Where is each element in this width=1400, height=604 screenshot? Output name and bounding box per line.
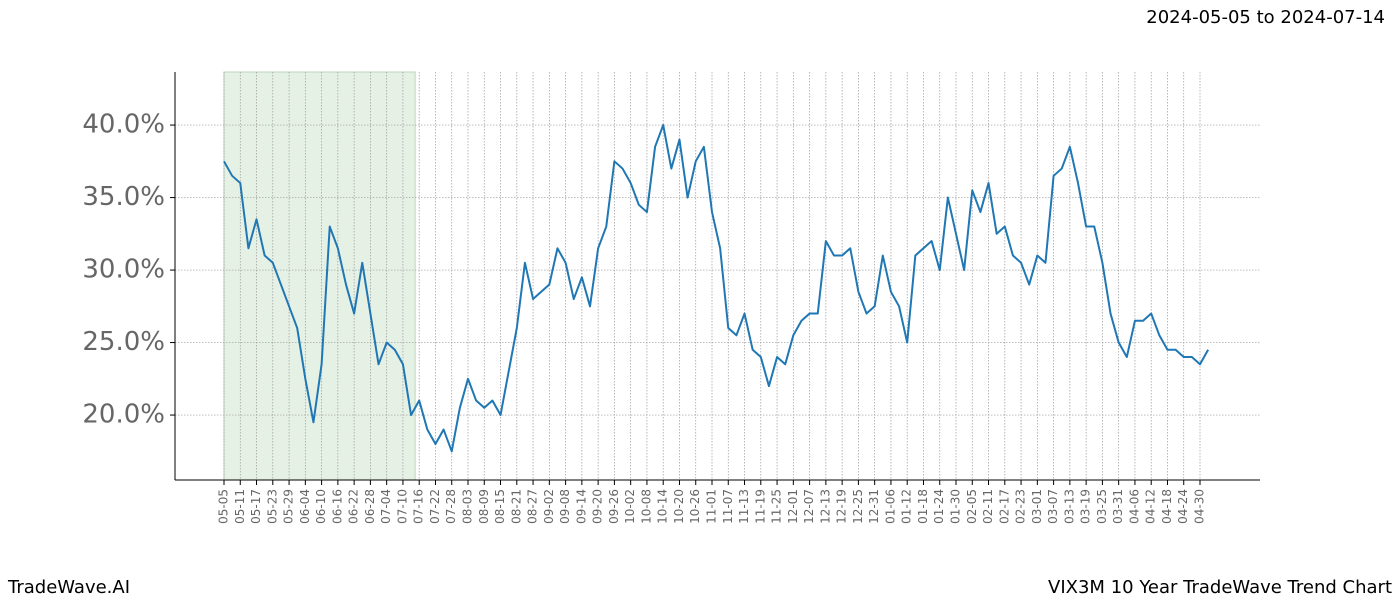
x-tick-label: 01-06 [883,489,897,524]
x-tick-label: 06-16 [330,489,344,524]
x-tick-label: 11-01 [705,489,719,524]
x-tick-label: 11-13 [737,489,751,524]
x-tick-label: 02-17 [997,489,1011,524]
x-tick-label: 11-25 [770,489,784,524]
y-tick-label: 25.0% [82,327,165,357]
x-tick-label: 04-24 [1176,489,1190,524]
x-tick-label: 09-08 [558,489,572,524]
x-tick-label: 09-14 [574,489,588,524]
x-tick-label: 01-12 [900,489,914,524]
x-tick-label: 05-17 [249,489,263,524]
x-tick-label: 05-29 [282,489,296,524]
x-tick-label: 03-13 [1062,489,1076,524]
x-tick-label: 07-22 [428,489,442,524]
x-tick-label: 10-08 [639,489,653,524]
x-tick-label: 05-11 [233,489,247,524]
y-tick-label: 35.0% [82,182,165,212]
x-tick-label: 10-26 [688,489,702,524]
x-tick-label: 05-05 [217,489,231,524]
y-tick-label: 20.0% [82,400,165,430]
x-tick-label: 08-27 [526,489,540,524]
x-tick-label: 01-24 [932,489,946,524]
x-tick-label: 08-03 [461,489,475,524]
y-tick-label: 30.0% [82,255,165,285]
x-tick-label: 09-20 [591,489,605,524]
x-tick-label: 11-07 [721,489,735,524]
x-tick-label: 02-11 [981,489,995,524]
x-tick-label: 01-30 [949,489,963,524]
x-tick-label: 01-18 [916,489,930,524]
trend-line [223,124,1210,453]
x-tick-label: 07-28 [444,489,458,524]
x-tick-label: 03-25 [1095,489,1109,524]
x-tick-label: 03-31 [1111,489,1125,524]
x-tick-label: 10-20 [672,489,686,524]
x-tick-label: 03-01 [1030,489,1044,524]
x-tick-label: 09-26 [607,489,621,524]
highlight-band [223,71,416,481]
x-tick-label: 02-23 [1014,489,1028,524]
x-tick-label: 10-02 [623,489,637,524]
x-tick-label: 07-04 [379,489,393,524]
x-tick-label: 12-31 [867,489,881,524]
x-tick-label: 12-07 [802,489,816,524]
x-tick-label: 11-19 [753,489,767,524]
x-tick-label: 03-19 [1079,489,1093,524]
x-tick-label: 12-19 [835,489,849,524]
x-tick-label: 08-15 [493,489,507,524]
y-tick-label: 40.0% [82,110,165,140]
x-tick-label: 07-16 [412,489,426,524]
chart-title: 2024-05-05 to 2024-07-14 [1146,7,1385,28]
x-tick-label: 04-30 [1193,489,1207,524]
x-tick-label: 04-12 [1144,489,1158,524]
x-tick-label: 05-23 [265,489,279,524]
x-tick-label: 07-10 [395,489,409,524]
footer-right: VIX3M 10 Year TradeWave Trend Chart [1048,577,1392,598]
x-tick-label: 06-28 [363,489,377,524]
x-tick-label: 08-09 [477,489,491,524]
x-tick-label: 04-18 [1160,489,1174,524]
x-tick-label: 03-07 [1046,489,1060,524]
x-tick-label: 06-04 [298,489,312,524]
footer-left: TradeWave.AI [7,577,130,598]
x-tick-label: 04-06 [1127,489,1141,524]
x-tick-label: 09-02 [542,489,556,524]
x-tick-label: 10-14 [656,489,670,524]
x-tick-label: 12-25 [851,489,865,524]
x-tick-label: 12-01 [786,489,800,524]
x-tick-label: 12-13 [818,489,832,524]
x-tick-label: 06-22 [347,489,361,524]
x-tick-label: 02-05 [965,489,979,524]
x-tick-label: 08-21 [509,489,523,524]
x-tick-label: 06-10 [314,489,328,524]
